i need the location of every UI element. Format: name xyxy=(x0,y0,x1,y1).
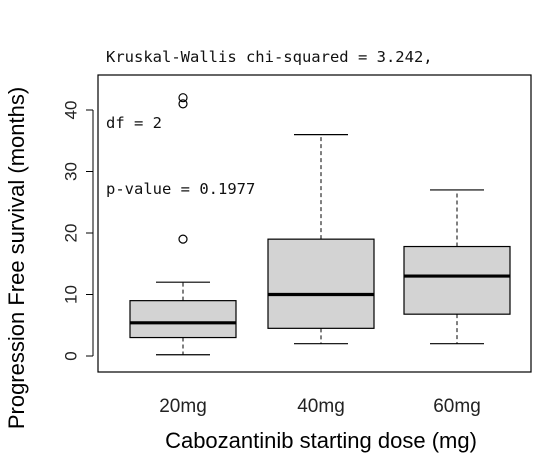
interquartile-box xyxy=(267,238,375,329)
y-tick-label: 30 xyxy=(62,162,81,181)
y-tick-label: 10 xyxy=(62,285,81,304)
plot-frame xyxy=(97,74,532,373)
y-axis-title: Progression Free survival (months) xyxy=(4,87,29,429)
statistic-line-3: p-value = 0.1977 xyxy=(106,180,256,198)
statistic-line-2: df = 2 xyxy=(106,114,162,132)
y-axis-ticks: 0 10 20 30 40 xyxy=(62,101,93,361)
x-axis-labels: 20mg 40mg 60mg xyxy=(159,396,481,417)
x-tick-label: 40mg xyxy=(297,396,345,417)
statistic-line-1: Kruskal-Wallis chi-squared = 3.242, xyxy=(106,48,433,66)
y-tick-label: 40 xyxy=(62,101,81,120)
outlier-point xyxy=(178,99,188,109)
y-tick-label: 0 xyxy=(62,351,81,360)
interquartile-box xyxy=(129,300,237,339)
x-tick-label: 20mg xyxy=(159,396,207,417)
x-tick-label: 60mg xyxy=(433,396,481,417)
boxes-group xyxy=(129,93,511,356)
x-axis-title: Cabozantinib starting dose (mg) xyxy=(165,428,477,453)
box-20mg xyxy=(129,93,237,356)
box-60mg xyxy=(403,189,511,345)
interquartile-box xyxy=(403,245,511,315)
y-tick-label: 20 xyxy=(62,224,81,243)
test-statistics-annotation: Kruskal-Wallis chi-squared = 3.242, df =… xyxy=(106,2,433,222)
outlier-point xyxy=(178,234,188,244)
outlier-point xyxy=(178,93,188,103)
box-40mg xyxy=(267,134,375,345)
